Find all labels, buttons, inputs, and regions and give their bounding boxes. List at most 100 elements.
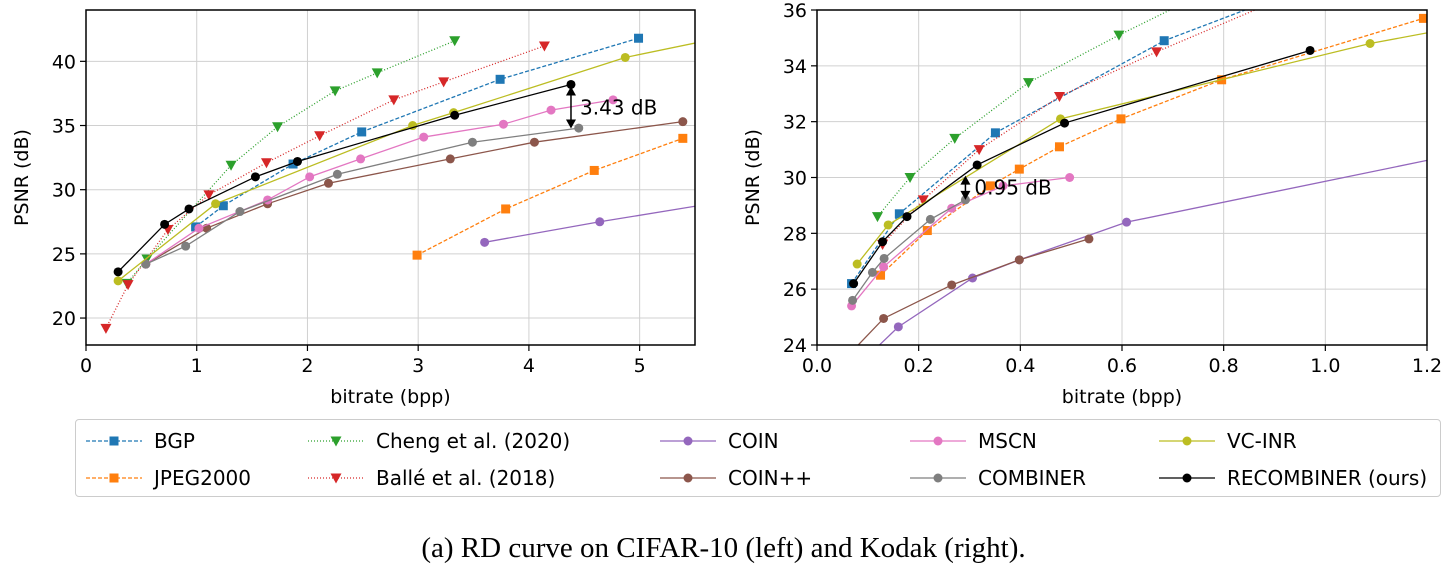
legend-item: JPEG2000 (86, 465, 251, 491)
figure-caption: (a) RD curve on CIFAR-10 (left) and Koda… (421, 532, 1026, 564)
legend-marker (330, 436, 342, 447)
data-point (1151, 47, 1163, 58)
legend-marker (330, 473, 342, 484)
data-point (323, 178, 333, 188)
data-point (1122, 217, 1132, 227)
data-point (871, 212, 883, 223)
data-point (501, 204, 511, 214)
data-point (1418, 13, 1427, 23)
data-point (438, 77, 450, 88)
legend-label: BGP (154, 429, 195, 453)
data-point (288, 159, 298, 169)
y-tick-label: 25 (52, 244, 76, 266)
x-tick-label: 0.0 (802, 355, 832, 377)
data-point (949, 133, 961, 144)
y-tick-label: 26 (783, 279, 807, 301)
data-point (305, 172, 315, 182)
data-point (678, 133, 688, 143)
data-point (467, 137, 477, 147)
legend-item: COIN (660, 428, 779, 454)
data-point (529, 137, 539, 147)
legend-swatch (660, 436, 716, 446)
legend-label: COIN (728, 429, 779, 453)
legend-label: Cheng et al. (2020) (376, 429, 571, 453)
data-point (211, 199, 221, 209)
data-point (883, 220, 893, 230)
data-point (620, 52, 630, 62)
data-point (412, 250, 422, 260)
legend-label: VC-INR (1227, 429, 1297, 453)
x-tick-label: 1.0 (1310, 355, 1340, 377)
legend-marker (1182, 473, 1192, 483)
data-point (595, 217, 605, 227)
data-point (990, 128, 1000, 138)
y-tick-label: 36 (783, 0, 807, 22)
data-point (371, 68, 383, 79)
legend-marker (933, 473, 943, 483)
x-tick-label: 2 (301, 355, 313, 377)
data-point (893, 322, 903, 332)
x-tick-label: 3 (412, 355, 424, 377)
data-point (329, 86, 341, 97)
legend-item: Cheng et al. (2020) (308, 428, 570, 454)
data-point (546, 105, 556, 115)
data-point (852, 259, 862, 269)
y-tick-label: 35 (52, 116, 76, 138)
y-tick-label: 30 (783, 168, 807, 190)
x-tick-label: 5 (634, 355, 646, 377)
legend-item: COIN++ (660, 465, 812, 491)
data-point (160, 219, 170, 229)
data-point (1270, 0, 1279, 3)
data-point (1116, 114, 1126, 124)
kodak-chart: 0.0 0.2 0.4 0.6 0.8 1.0 1.2 24 26 28 30 32 34 36 0.95 … (742, 0, 1442, 408)
data-point (498, 119, 508, 129)
legend-label: JPEG2000 (154, 466, 251, 490)
data-point (902, 212, 912, 222)
data-point (314, 131, 326, 142)
data-point (1022, 78, 1034, 89)
data-point (203, 190, 215, 201)
x-tick-label: 0.8 (1209, 355, 1239, 377)
legend-marker (683, 436, 693, 446)
data-point (272, 122, 284, 133)
data-point (849, 279, 859, 289)
data-point (1365, 39, 1375, 48)
data-point (332, 169, 342, 179)
x-tick-label: 0 (80, 355, 92, 377)
legend-swatch (910, 436, 966, 446)
data-point (894, 209, 904, 219)
data-point (879, 253, 889, 263)
legend-label: MSCN (978, 429, 1037, 453)
legend-label: COIN++ (728, 466, 813, 490)
data-point (574, 123, 584, 133)
data-point (876, 270, 886, 280)
data-point (878, 237, 888, 247)
data-point (419, 132, 429, 142)
series-line (145, 99, 614, 265)
legend-marker (933, 436, 943, 446)
y-tick-label: 40 (52, 51, 76, 73)
x-tick-label: 1.2 (1412, 355, 1442, 377)
data-point (250, 172, 260, 182)
data-point (848, 295, 858, 305)
series-line (853, 49, 1311, 284)
data-point (843, 352, 852, 361)
legend-item: VC-INR (1159, 428, 1297, 454)
data-point (867, 267, 877, 277)
series-group (843, 0, 1427, 361)
series-line (484, 205, 695, 243)
legend-swatch (86, 436, 142, 446)
series-line (880, 17, 1424, 276)
data-point (863, 352, 872, 361)
data-point (1014, 255, 1024, 265)
legend-swatch (910, 473, 966, 483)
plot-frame (816, 9, 1428, 346)
data-point (998, 181, 1008, 191)
data-point (184, 204, 194, 214)
data-point (879, 313, 889, 323)
legend-swatch (308, 473, 364, 484)
y-tick-label: 34 (783, 56, 807, 78)
data-point (634, 33, 644, 43)
legend-swatch (86, 473, 142, 483)
legend-item: COMBINER (910, 465, 1086, 491)
